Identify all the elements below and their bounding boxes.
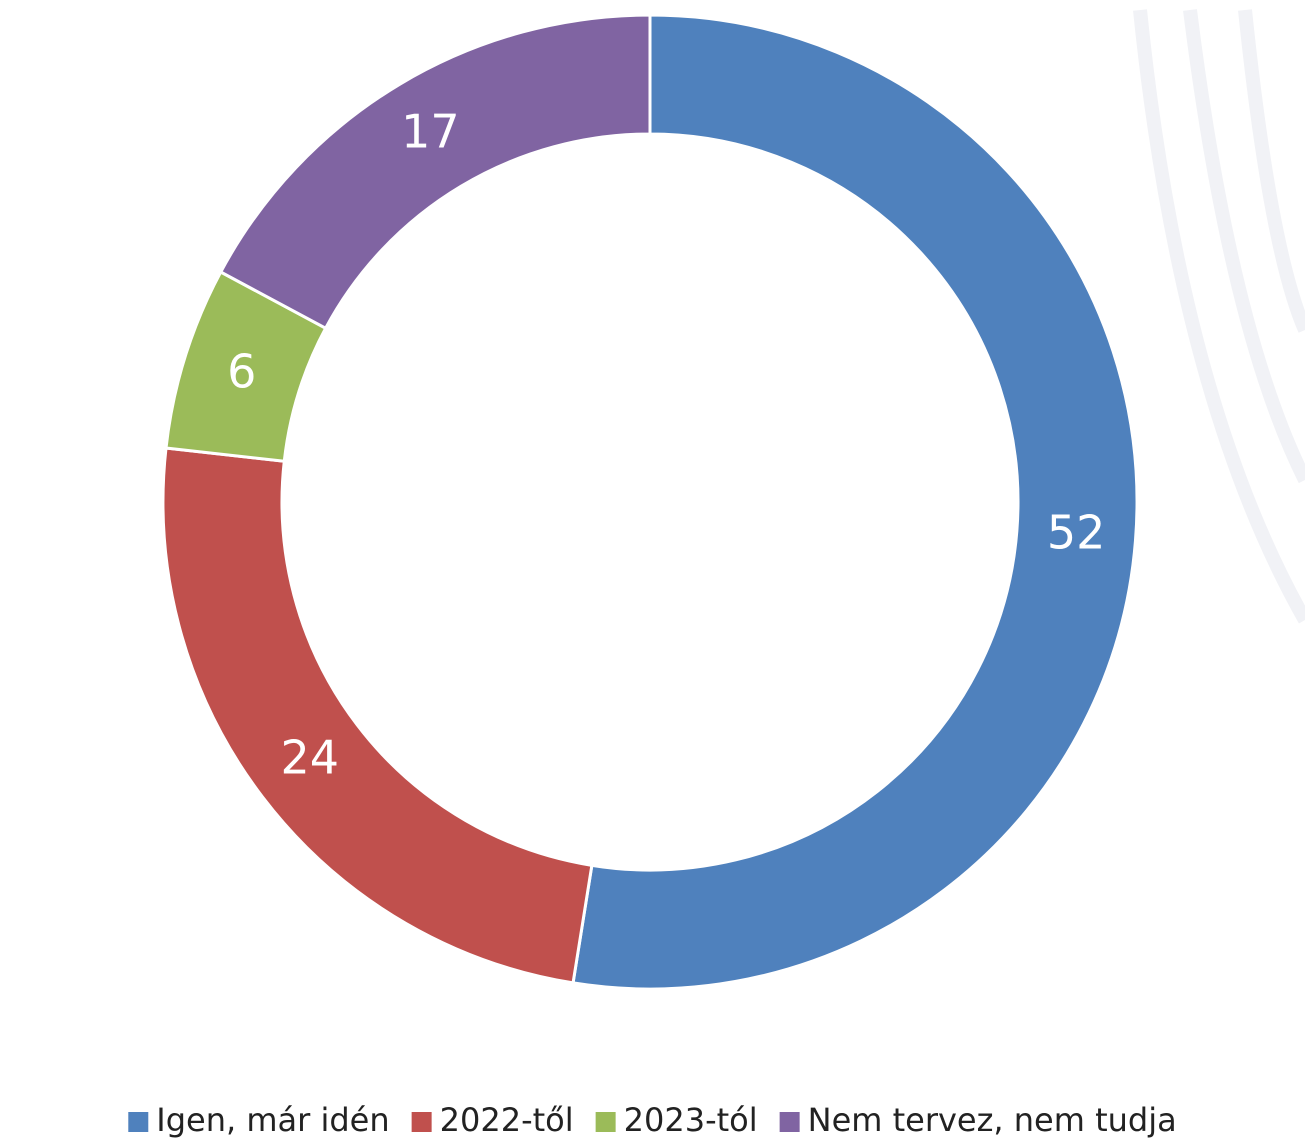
donut-slice xyxy=(218,13,652,331)
legend-swatch xyxy=(128,1112,149,1132)
decor-arc xyxy=(1133,9,1305,624)
decor-arc xyxy=(1238,9,1305,333)
decor-arc xyxy=(1183,9,1305,484)
data-label: 24 xyxy=(281,730,340,784)
legend-label: Nem tervez, nem tudja xyxy=(808,1101,1177,1139)
background-decoration xyxy=(1133,9,1305,624)
data-label: 6 xyxy=(227,345,256,399)
legend-swatch xyxy=(779,1112,800,1132)
legend-swatch xyxy=(595,1112,616,1132)
legend-label: 2022-től xyxy=(440,1101,574,1139)
legend-label: 2023-tól xyxy=(624,1101,758,1139)
donut-slice xyxy=(161,446,594,985)
legend-label: Igen, már idén xyxy=(156,1101,389,1139)
legend-swatch xyxy=(411,1112,432,1132)
legend: Igen, már idén 2022-től 2023-tól Nem tervez… xyxy=(128,1101,1177,1139)
data-label: 17 xyxy=(401,105,460,159)
donut-slice xyxy=(571,13,1139,991)
data-label: 52 xyxy=(1047,505,1106,559)
donut: 52 24 6 17 xyxy=(161,13,1139,991)
